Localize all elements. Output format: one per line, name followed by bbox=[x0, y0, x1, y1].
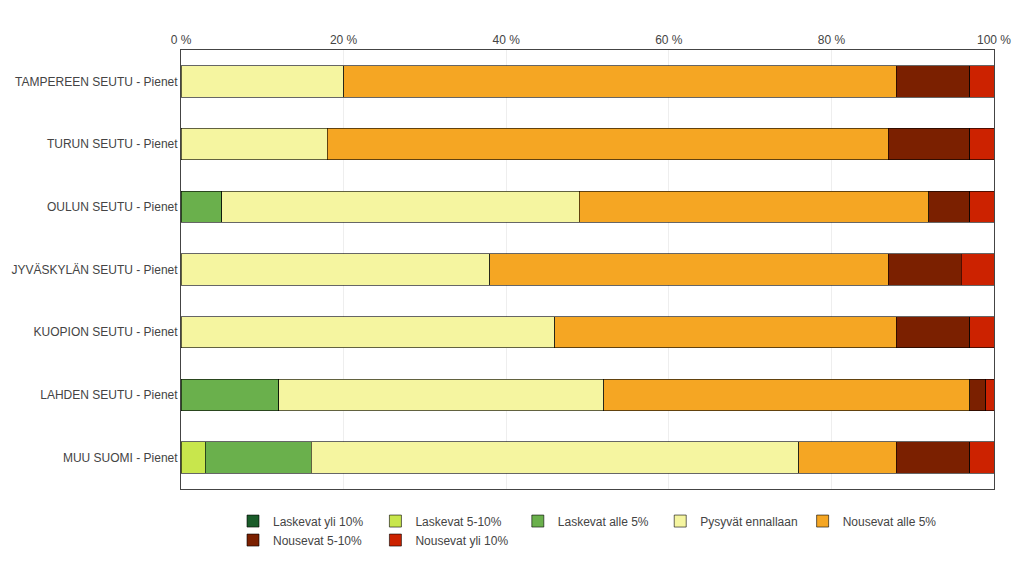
svg-text:20 %: 20 % bbox=[330, 33, 358, 47]
svg-text:Nousevat alle 5%: Nousevat alle 5% bbox=[843, 515, 937, 529]
svg-text:TURUN SEUTU - Pienet: TURUN SEUTU - Pienet bbox=[47, 137, 178, 151]
svg-text:Laskevat 5-10%: Laskevat 5-10% bbox=[415, 515, 501, 529]
svg-text:OULUN SEUTU - Pienet: OULUN SEUTU - Pienet bbox=[47, 200, 178, 214]
svg-text:Pysyvät ennallaan: Pysyvät ennallaan bbox=[700, 515, 797, 529]
svg-text:0 %: 0 % bbox=[171, 33, 192, 47]
svg-text:Laskevat yli 10%: Laskevat yli 10% bbox=[273, 515, 363, 529]
svg-text:100 %: 100 % bbox=[977, 33, 1011, 47]
svg-text:40 %: 40 % bbox=[493, 33, 521, 47]
svg-text:80 %: 80 % bbox=[818, 33, 846, 47]
svg-text:Nousevat yli 10%: Nousevat yli 10% bbox=[415, 534, 508, 548]
svg-text:TAMPEREEN SEUTU - Pienet: TAMPEREEN SEUTU - Pienet bbox=[15, 75, 178, 89]
svg-text:60 %: 60 % bbox=[655, 33, 683, 47]
svg-text:Nousevat 5-10%: Nousevat 5-10% bbox=[273, 534, 362, 548]
svg-text:KUOPION SEUTU - Pienet: KUOPION SEUTU - Pienet bbox=[34, 325, 179, 339]
svg-text:MUU SUOMI - Pienet: MUU SUOMI - Pienet bbox=[63, 451, 178, 465]
svg-text:JYVÄSKYLÄN SEUTU - Pienet: JYVÄSKYLÄN SEUTU - Pienet bbox=[12, 263, 179, 277]
svg-text:LAHDEN SEUTU - Pienet: LAHDEN SEUTU - Pienet bbox=[40, 388, 178, 402]
svg-text:Laskevat alle 5%: Laskevat alle 5% bbox=[558, 515, 649, 529]
